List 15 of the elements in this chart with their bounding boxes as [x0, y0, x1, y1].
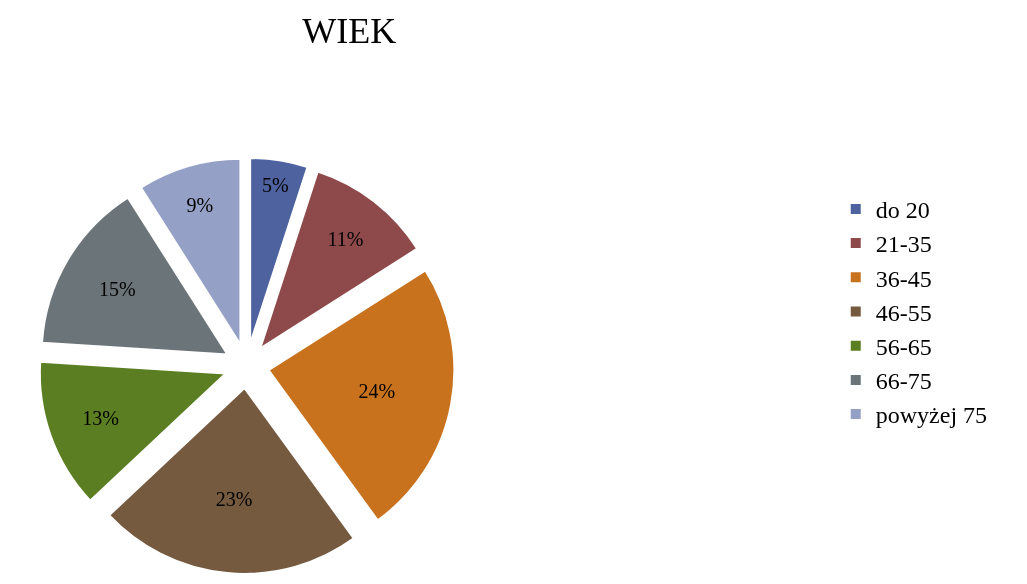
data-label: 5%: [261, 174, 289, 197]
legend-label: 21-35: [875, 231, 932, 258]
data-label: 13%: [82, 407, 119, 430]
data-label: 9%: [186, 193, 214, 216]
legend-label: 46-55: [875, 299, 932, 326]
data-label: 24%: [358, 379, 396, 402]
data-label: 15%: [99, 278, 136, 301]
legend-label: do 20: [875, 197, 930, 224]
chart-title: WIEK: [302, 10, 397, 51]
legend-label: 36-45: [875, 265, 932, 292]
legend-label: 56-65: [875, 334, 932, 361]
data-label: 23%: [215, 488, 253, 511]
data-label: 11%: [327, 227, 364, 250]
legend-label: powyżej 75: [875, 402, 988, 429]
legend-label: 66-75: [875, 368, 932, 395]
